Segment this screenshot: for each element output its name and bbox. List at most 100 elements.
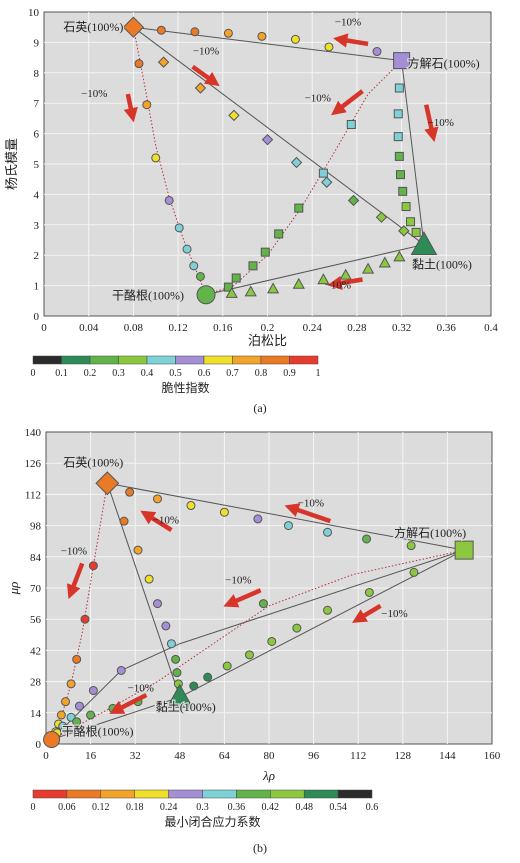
colorbar-segment xyxy=(289,355,319,365)
data-point xyxy=(189,261,199,271)
data-point xyxy=(267,636,277,646)
x-tick-label: 0.28 xyxy=(347,322,367,334)
data-point xyxy=(398,225,410,237)
data-point xyxy=(171,654,181,664)
x-tick-label: 128 xyxy=(395,750,412,762)
data-point xyxy=(261,133,274,146)
data-point xyxy=(86,710,96,720)
y-tick-label: 5 xyxy=(34,159,40,171)
data-point xyxy=(274,229,284,239)
colorbar-tick-label: 0.36 xyxy=(228,802,246,813)
colorbar-segment xyxy=(32,355,62,365)
data-point xyxy=(284,521,294,531)
data-point xyxy=(195,271,205,281)
colorbar-segment xyxy=(303,789,339,799)
colorbar-segment xyxy=(61,355,91,365)
x-tick-label: 0.4 xyxy=(484,322,498,334)
data-point xyxy=(266,282,280,294)
colorbar-segment xyxy=(32,789,68,799)
data-point xyxy=(164,195,174,205)
annotation-label: −10% xyxy=(193,46,219,58)
data-point xyxy=(244,650,254,660)
data-point xyxy=(411,227,421,237)
colorbar-tick-label: 0.2 xyxy=(84,368,97,379)
data-point xyxy=(406,541,416,551)
y-tick-label: 56 xyxy=(30,614,42,626)
colorbar-tick-label: 0.9 xyxy=(283,368,296,379)
data-point xyxy=(378,256,391,268)
data-point xyxy=(323,605,333,615)
data-point xyxy=(258,599,268,609)
data-point xyxy=(194,82,207,94)
x-tick-label: 112 xyxy=(350,750,366,762)
trend-line xyxy=(133,26,402,62)
endmember-label: 方解石(100%) xyxy=(394,525,466,540)
data-point xyxy=(142,100,152,110)
endmember-label: 石英(100%) xyxy=(63,20,123,34)
data-point xyxy=(290,34,300,44)
data-point xyxy=(144,574,154,584)
endmember-label: 干酪根(100%) xyxy=(112,288,184,303)
annotation-label: −10% xyxy=(61,546,87,558)
endmember-marker xyxy=(43,731,61,749)
trend-arrow xyxy=(191,64,220,87)
x-tick-label: 48 xyxy=(174,750,186,762)
annotation-label: −10% xyxy=(335,17,361,29)
y-tick-label: 8 xyxy=(34,68,40,80)
data-point xyxy=(61,723,71,733)
y-tick-label: 14 xyxy=(30,708,42,720)
colorbar-tick-label: 0.6 xyxy=(366,802,379,813)
colorbar-tick-label: 0.48 xyxy=(295,802,313,813)
data-point xyxy=(292,277,305,289)
data-point xyxy=(134,59,144,69)
data-point xyxy=(347,194,360,207)
data-point xyxy=(182,244,192,254)
colorbar-tick-label: 0.18 xyxy=(126,802,144,813)
colorbar-segment xyxy=(118,355,148,365)
colorbar-tick-label: 0.54 xyxy=(329,802,347,813)
endmember-label: 黏土(100%) xyxy=(412,258,472,272)
y-tick-label: 42 xyxy=(30,645,41,657)
annotation-label: −10% xyxy=(325,280,351,292)
endmember-marker xyxy=(410,231,438,256)
data-point xyxy=(406,217,416,227)
colorbar-tick-label: 0.24 xyxy=(160,802,178,813)
endmember-marker xyxy=(122,16,145,38)
colorbar-tick-label: 0.5 xyxy=(169,368,182,379)
data-point xyxy=(116,665,126,675)
data-point xyxy=(317,273,330,285)
trend-arrow xyxy=(331,89,364,116)
trend-arrow xyxy=(123,93,138,123)
colorbar-tick-label: 0.8 xyxy=(255,368,268,379)
data-point xyxy=(323,527,333,537)
colorbar-segment xyxy=(134,789,169,799)
colorbar-tick-label: 0.12 xyxy=(92,802,110,813)
data-point xyxy=(88,561,98,571)
trend-arrow xyxy=(223,588,262,608)
data-point xyxy=(219,507,229,517)
y-tick-label: 2 xyxy=(34,250,40,262)
colorbar-segment xyxy=(232,355,262,365)
data-point xyxy=(290,156,303,169)
x-tick-label: 0.2 xyxy=(261,322,275,334)
y-tick-label: 1 xyxy=(34,281,40,293)
data-point xyxy=(324,42,334,52)
annotation-label: −10% xyxy=(153,514,179,526)
y-tick-label: 70 xyxy=(30,583,42,595)
data-point xyxy=(161,621,171,631)
endmember-marker xyxy=(454,540,474,560)
colorbar-label: 脆性指数 xyxy=(161,380,209,395)
data-point xyxy=(339,268,352,280)
panel-label: (b) xyxy=(253,841,267,855)
annotation-label: −10% xyxy=(225,575,251,587)
colorbar-tick-label: 0.06 xyxy=(58,802,76,813)
colorbar-tick-label: 1 xyxy=(316,368,321,379)
colorbar-tick-label: 0.6 xyxy=(198,368,211,379)
trend-arrow xyxy=(109,692,148,714)
data-point xyxy=(56,710,66,720)
annotation-label: −10% xyxy=(81,88,107,100)
data-point xyxy=(174,223,184,233)
y-tick-label: 4 xyxy=(34,189,40,201)
colorbar-tick-label: 0 xyxy=(31,368,36,379)
colorbar-segment xyxy=(202,789,237,799)
